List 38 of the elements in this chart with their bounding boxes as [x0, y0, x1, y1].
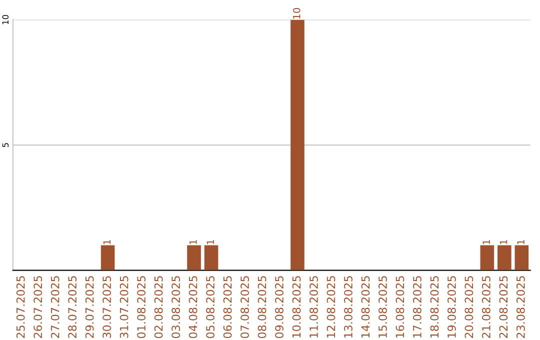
- x-tick-label: 15.08.2025: [378, 276, 387, 338]
- data-label: 1: [103, 240, 110, 244]
- x-tick-label: 08.08.2025: [258, 276, 266, 338]
- x-tick-label: 01.08.2025: [137, 276, 146, 338]
- x-tick-label: 30.07.2025: [102, 276, 112, 338]
- x-tick-label: 25.07.2025: [16, 276, 25, 338]
- data-label: 1: [482, 240, 490, 244]
- x-tick-label: 02.08.2025: [154, 276, 163, 338]
- x-tick-label: 07.08.2025: [240, 276, 249, 338]
- data-label: 10: [292, 8, 300, 19]
- x-tick-label: 21.08.2025: [482, 276, 490, 338]
- data-label: 1: [190, 240, 197, 244]
- x-tick-label: 04.08.2025: [188, 276, 198, 338]
- x-tick-label: 06.08.2025: [223, 276, 232, 338]
- x-tick-label: 19.08.2025: [448, 276, 456, 338]
- x-tick-label: 28.07.2025: [68, 276, 77, 338]
- x-tick-label: 23.08.2025: [516, 276, 525, 338]
- x-tick-label: 14.08.2025: [361, 276, 370, 338]
- data-label: 1: [500, 240, 508, 244]
- x-tick-label: 09.08.2025: [275, 276, 284, 338]
- x-tick-label: 22.08.2025: [499, 276, 508, 338]
- x-tick-label: 05.08.2025: [206, 276, 214, 338]
- y-tick-label: 5: [2, 143, 9, 148]
- x-tick-label: 29.07.2025: [85, 276, 94, 338]
- x-tick-label: 16.08.2025: [396, 276, 404, 338]
- data-label: 1: [206, 240, 214, 244]
- x-tick-label: 10.08.2025: [292, 276, 301, 338]
- x-tick-label: 12.08.2025: [326, 276, 336, 338]
- x-tick-label: 31.07.2025: [120, 276, 128, 338]
- x-tick-label: 17.08.2025: [413, 276, 422, 338]
- x-tick-label: 11.08.2025: [310, 276, 318, 338]
- x-tick-label: 03.08.2025: [172, 276, 180, 338]
- x-tick-label: 18.08.2025: [430, 276, 439, 338]
- x-tick-label: 26.07.2025: [34, 276, 42, 338]
- x-tick-label: 13.08.2025: [344, 276, 352, 338]
- x-tick-label: 27.07.2025: [50, 276, 60, 338]
- data-label: 1: [517, 240, 524, 244]
- x-tick-label: 20.08.2025: [464, 276, 474, 338]
